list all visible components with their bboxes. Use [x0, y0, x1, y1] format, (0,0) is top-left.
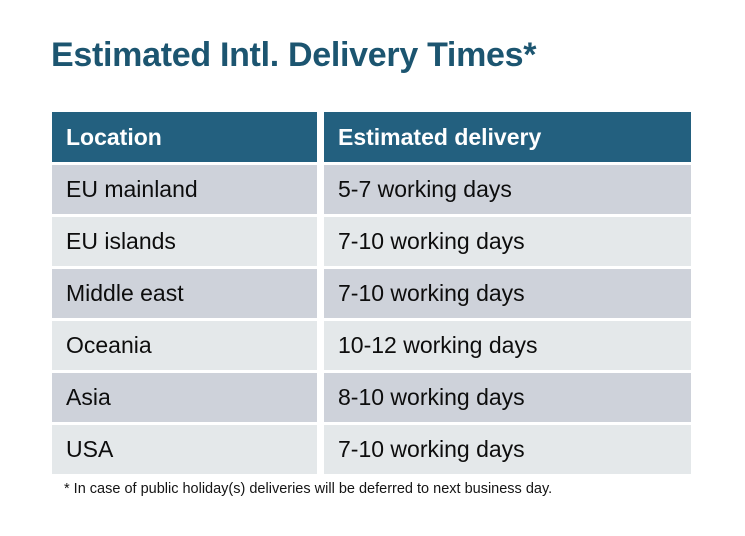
cell-location: Middle east: [52, 269, 317, 318]
column-divider: [317, 373, 324, 422]
cell-location: EU mainland: [52, 165, 317, 214]
cell-delivery: 8-10 working days: [324, 373, 691, 422]
cell-delivery: 7-10 working days: [324, 217, 691, 266]
column-divider: [317, 112, 324, 162]
cell-location: EU islands: [52, 217, 317, 266]
column-divider: [317, 217, 324, 266]
cell-delivery: 7-10 working days: [324, 269, 691, 318]
column-divider: [317, 165, 324, 214]
column-divider: [317, 269, 324, 318]
cell-location: USA: [52, 425, 317, 474]
table-row: EU islands 7-10 working days: [52, 217, 691, 266]
footnote-text: * In case of public holiday(s) deliverie…: [64, 481, 553, 497]
cell-delivery: 10-12 working days: [324, 321, 691, 370]
delivery-times-table: Location Estimated delivery EU mainland …: [52, 112, 691, 474]
column-divider: [317, 425, 324, 474]
column-header-estimated-delivery: Estimated delivery: [324, 112, 691, 162]
cell-delivery: 7-10 working days: [324, 425, 691, 474]
cell-location: Oceania: [52, 321, 317, 370]
table-row: Oceania 10-12 working days: [52, 321, 691, 370]
cell-delivery: 5-7 working days: [324, 165, 691, 214]
cell-location: Asia: [52, 373, 317, 422]
table-row: USA 7-10 working days: [52, 425, 691, 474]
table-row: Middle east 7-10 working days: [52, 269, 691, 318]
column-divider: [317, 321, 324, 370]
column-header-location: Location: [52, 112, 317, 162]
table-row: Asia 8-10 working days: [52, 373, 691, 422]
table-header-row: Location Estimated delivery: [52, 112, 691, 162]
page-title: Estimated Intl. Delivery Times*: [51, 36, 537, 74]
table-row: EU mainland 5-7 working days: [52, 165, 691, 214]
